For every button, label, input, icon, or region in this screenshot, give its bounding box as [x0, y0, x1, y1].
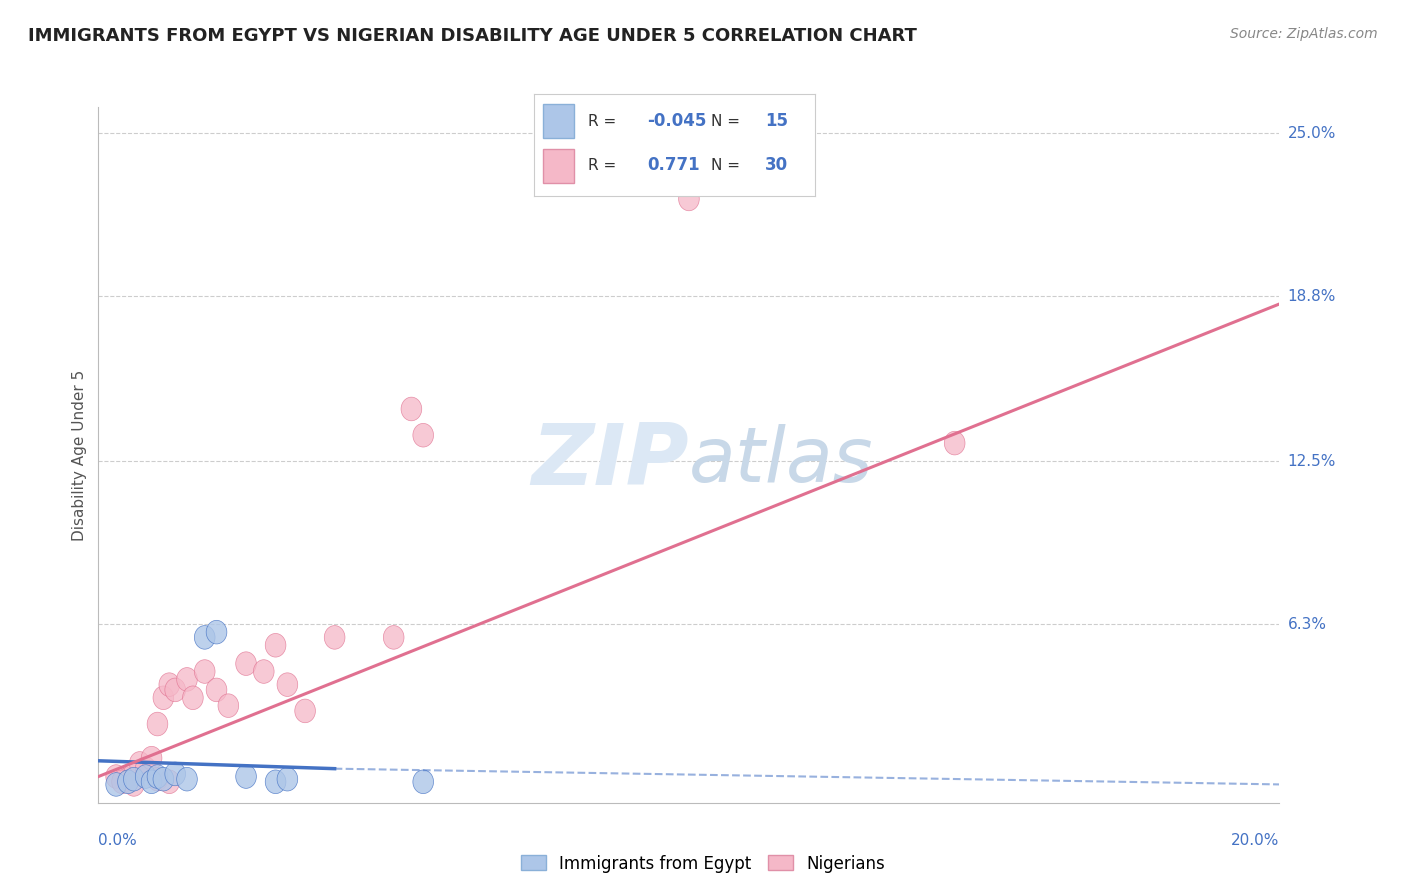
- Ellipse shape: [177, 667, 197, 691]
- Ellipse shape: [124, 762, 145, 786]
- Ellipse shape: [148, 764, 167, 789]
- Ellipse shape: [135, 764, 156, 789]
- Ellipse shape: [207, 678, 226, 702]
- Ellipse shape: [118, 770, 138, 794]
- Ellipse shape: [141, 770, 162, 794]
- Text: N =: N =: [711, 158, 741, 173]
- Ellipse shape: [148, 712, 167, 736]
- Ellipse shape: [253, 660, 274, 683]
- Ellipse shape: [177, 767, 197, 791]
- Text: R =: R =: [588, 158, 616, 173]
- Ellipse shape: [159, 673, 180, 697]
- Text: 30: 30: [765, 156, 787, 175]
- Ellipse shape: [413, 770, 433, 794]
- Ellipse shape: [236, 764, 256, 789]
- Ellipse shape: [111, 770, 132, 794]
- Ellipse shape: [266, 770, 285, 794]
- Ellipse shape: [124, 767, 145, 791]
- Ellipse shape: [165, 762, 186, 786]
- Text: 12.5%: 12.5%: [1288, 454, 1336, 469]
- Ellipse shape: [277, 767, 298, 791]
- Ellipse shape: [135, 756, 156, 780]
- Text: 0.771: 0.771: [647, 156, 699, 175]
- Ellipse shape: [295, 699, 315, 723]
- Text: 6.3%: 6.3%: [1288, 616, 1327, 632]
- Ellipse shape: [413, 424, 433, 447]
- Ellipse shape: [401, 397, 422, 421]
- Text: Source: ZipAtlas.com: Source: ZipAtlas.com: [1230, 27, 1378, 41]
- Text: 0.0%: 0.0%: [98, 833, 138, 848]
- Ellipse shape: [105, 764, 127, 789]
- Ellipse shape: [153, 686, 174, 710]
- Text: 15: 15: [765, 112, 787, 130]
- Ellipse shape: [207, 620, 226, 644]
- Ellipse shape: [218, 694, 239, 717]
- Ellipse shape: [266, 633, 285, 657]
- Ellipse shape: [159, 770, 180, 794]
- Ellipse shape: [105, 772, 127, 797]
- Text: -0.045: -0.045: [647, 112, 706, 130]
- Text: R =: R =: [588, 114, 616, 128]
- Ellipse shape: [236, 652, 256, 675]
- Ellipse shape: [945, 432, 965, 455]
- Ellipse shape: [124, 772, 145, 797]
- Ellipse shape: [183, 686, 204, 710]
- Ellipse shape: [153, 767, 174, 791]
- Text: N =: N =: [711, 114, 741, 128]
- Ellipse shape: [148, 767, 167, 791]
- Text: 25.0%: 25.0%: [1288, 126, 1336, 141]
- Ellipse shape: [141, 747, 162, 770]
- Text: IMMIGRANTS FROM EGYPT VS NIGERIAN DISABILITY AGE UNDER 5 CORRELATION CHART: IMMIGRANTS FROM EGYPT VS NIGERIAN DISABI…: [28, 27, 917, 45]
- Ellipse shape: [277, 673, 298, 697]
- Text: 20.0%: 20.0%: [1232, 833, 1279, 848]
- FancyBboxPatch shape: [543, 104, 574, 137]
- Text: atlas: atlas: [689, 425, 873, 499]
- Text: ZIP: ZIP: [531, 420, 689, 503]
- FancyBboxPatch shape: [543, 149, 574, 183]
- Ellipse shape: [194, 660, 215, 683]
- Ellipse shape: [118, 767, 138, 791]
- Legend: Immigrants from Egypt, Nigerians: Immigrants from Egypt, Nigerians: [515, 848, 891, 880]
- Ellipse shape: [165, 678, 186, 702]
- Ellipse shape: [325, 625, 344, 649]
- Ellipse shape: [679, 187, 699, 211]
- Text: 18.8%: 18.8%: [1288, 289, 1336, 303]
- Y-axis label: Disability Age Under 5: Disability Age Under 5: [72, 369, 87, 541]
- Ellipse shape: [194, 625, 215, 649]
- Ellipse shape: [384, 625, 404, 649]
- Ellipse shape: [129, 752, 150, 775]
